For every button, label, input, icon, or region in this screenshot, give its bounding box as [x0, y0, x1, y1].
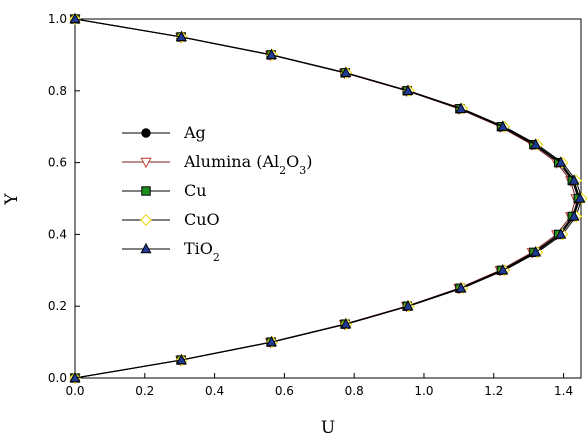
legend-label-part: TiO — [184, 239, 213, 258]
data-point-tio2 — [455, 281, 467, 293]
legend-label-part: Ag — [183, 123, 206, 142]
data-point-tio2 — [555, 228, 567, 239]
data-point-tio2 — [555, 156, 567, 167]
data-point-tio2 — [175, 353, 187, 365]
legend-marker — [140, 157, 152, 169]
data-point-tio2 — [69, 371, 81, 383]
x-tick-label: 0.2 — [135, 384, 154, 398]
y-tick-label: 0.2 — [48, 299, 67, 313]
x-tick-label: 0.8 — [345, 384, 364, 398]
legend-label-part: CuO — [184, 210, 220, 229]
series-cu — [70, 14, 583, 383]
series-tio2 — [69, 12, 586, 383]
legend-label-part: 3 — [299, 164, 306, 177]
series-line-cu — [74, 18, 579, 379]
y-tick-label: 1.0 — [48, 12, 67, 26]
legend-label-part: 2 — [213, 251, 220, 264]
data-point-tio2 — [402, 299, 414, 311]
data-point-tio2 — [402, 84, 414, 95]
legend-marker — [140, 214, 152, 226]
legend-label: Cu — [184, 181, 207, 200]
legend-label-part: Alumina (Al — [183, 152, 279, 171]
series-line-cuo — [74, 18, 583, 379]
legend-item-tio2: TiO2 — [122, 239, 220, 264]
series-layer — [69, 12, 587, 385]
x-tick-label: 1.2 — [484, 384, 503, 398]
legend-marker — [141, 128, 151, 138]
y-tick-label: 0.0 — [48, 371, 67, 385]
series-line-ag — [74, 18, 580, 379]
legend-item-ag: Ag — [122, 123, 206, 142]
legend-label-part: O — [286, 152, 299, 171]
data-point-tio2 — [530, 138, 542, 149]
y-tick-label: 0.6 — [48, 156, 67, 170]
data-point-tio2 — [568, 174, 580, 185]
series-alumina-al2o3 — [69, 14, 582, 385]
data-point-tio2 — [69, 12, 81, 24]
data-point-tio2 — [265, 335, 277, 347]
data-point-tio2 — [574, 192, 586, 203]
data-point-tio2 — [175, 30, 187, 42]
data-point-tio2 — [497, 264, 509, 275]
y-axis-label: Y — [2, 193, 22, 206]
legend-label-part: ) — [306, 152, 312, 171]
data-point-tio2 — [340, 66, 352, 78]
series-line-alumina-al2o3 — [74, 18, 577, 379]
series-ag — [70, 14, 584, 383]
data-point-tio2 — [497, 120, 509, 131]
data-point-tio2 — [455, 102, 467, 113]
series-line-tio2 — [74, 18, 581, 379]
data-point-tio2 — [265, 48, 277, 60]
legend-label: CuO — [184, 210, 220, 229]
legend-label: TiO2 — [184, 239, 220, 264]
legend-label-part: Cu — [184, 181, 207, 200]
legend-item-cu: Cu — [122, 181, 207, 200]
legend-label: Ag — [183, 123, 206, 142]
y-tick-label: 0.8 — [48, 84, 67, 98]
data-point-tio2 — [340, 317, 352, 329]
legend-marker — [140, 242, 152, 254]
plot-frame — [74, 18, 582, 379]
x-tick-label: 0.0 — [65, 384, 84, 398]
x-tick-label: 0.4 — [205, 384, 224, 398]
x-tick-label: 0.6 — [275, 384, 294, 398]
axis-ticks: 0.0 0.2 0.4 0.6 0.8 1.0 1.2 1.4 0.0 0.2 0.4 0.6 0.8 1… — [48, 12, 573, 398]
legend-marker — [141, 186, 151, 196]
legend-item-alumina-al2o3: Alumina (Al2O3) — [122, 152, 312, 177]
y-tick-label: 0.4 — [48, 227, 67, 241]
legend-label: Alumina (Al2O3) — [183, 152, 312, 177]
legend-label-part: 2 — [279, 164, 286, 177]
x-axis-label: U — [321, 418, 335, 438]
legend-item-cuo: CuO — [122, 210, 220, 229]
x-tick-label: 1.4 — [554, 384, 573, 398]
data-point-tio2 — [568, 210, 580, 221]
x-tick-label: 1.0 — [414, 384, 433, 398]
data-point-tio2 — [530, 246, 542, 257]
